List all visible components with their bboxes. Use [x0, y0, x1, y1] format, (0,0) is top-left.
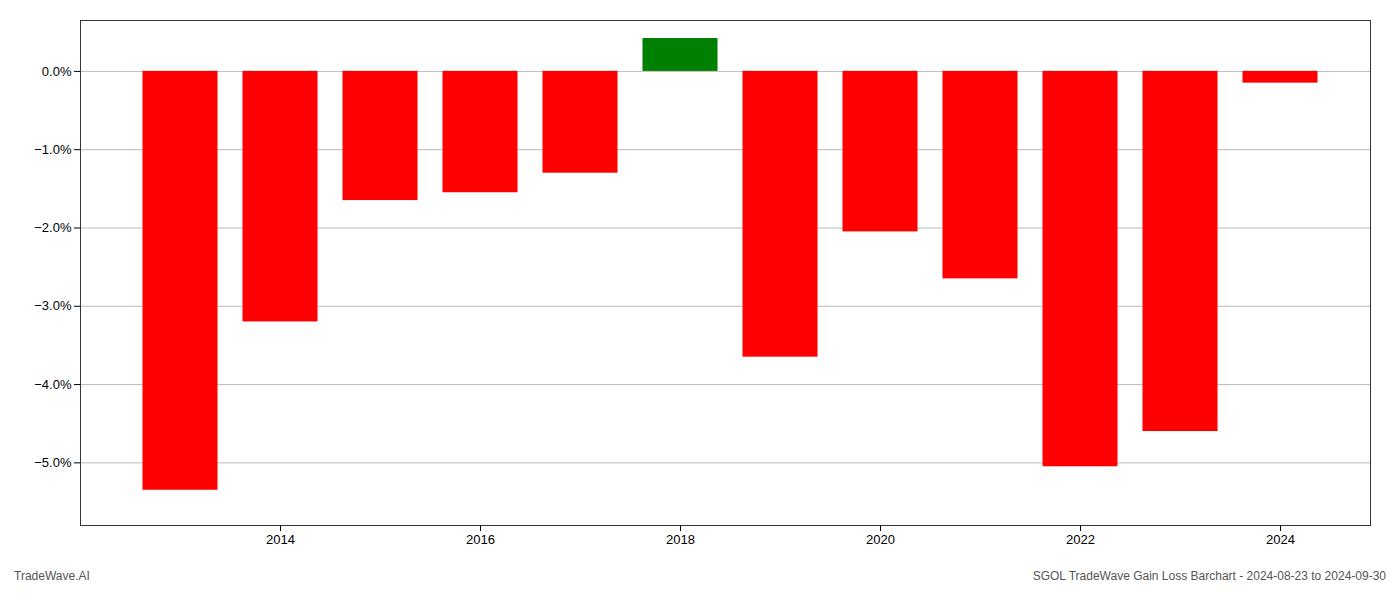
svg-text:−2.0%: −2.0%	[34, 220, 72, 235]
svg-text:2022: 2022	[1066, 532, 1095, 547]
svg-text:2024: 2024	[1266, 532, 1295, 547]
svg-text:−1.0%: −1.0%	[34, 142, 72, 157]
svg-text:−3.0%: −3.0%	[34, 298, 72, 313]
svg-text:0.0%: 0.0%	[42, 64, 72, 79]
svg-text:2016: 2016	[466, 532, 495, 547]
svg-text:−4.0%: −4.0%	[34, 377, 72, 392]
html-text:TradeWave.AI: TradeWave.AI	[14, 569, 90, 583]
svg-text:−5.0%: −5.0%	[34, 455, 72, 470]
svg-text:2018: 2018	[666, 532, 695, 547]
svg-text:2014: 2014	[266, 532, 295, 547]
svg-text:2020: 2020	[866, 532, 895, 547]
html-text:SGOL TradeWave Gain Loss Barch: SGOL TradeWave Gain Loss Barchart - 2024…	[1032, 569, 1386, 583]
